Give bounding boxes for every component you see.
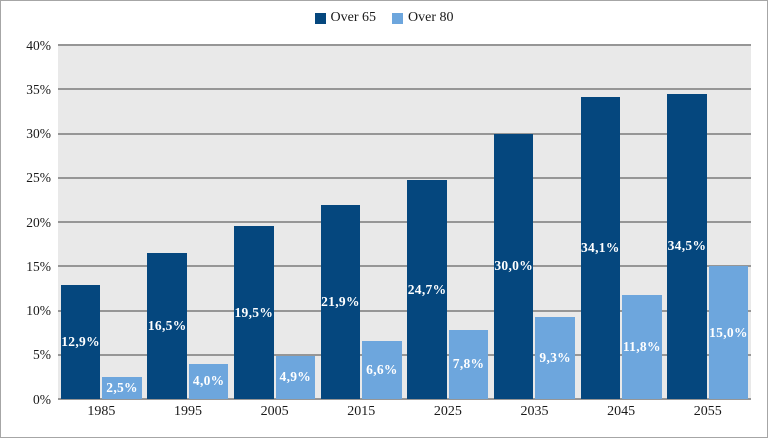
- bar-over-65-2045: 34,1%: [580, 97, 621, 399]
- y-tick-label: 25%: [26, 170, 51, 185]
- bar-over-80-2005: 4,9%: [275, 355, 316, 399]
- bar-over-65-2025: 24,7%: [407, 180, 447, 399]
- bar-value-label: 4,9%: [279, 369, 312, 385]
- bar-over-65-2015: 21,9%: [320, 205, 361, 399]
- x-tick-label: 2015: [347, 404, 376, 419]
- x-tick-label: 2035: [520, 404, 549, 419]
- bar-value-label: 2,5%: [106, 379, 138, 395]
- bar-over-65-2035: 30,0%: [493, 133, 534, 399]
- bar-over-80-2025: 7,8%: [448, 329, 489, 399]
- legend-swatch-over-80-icon: [392, 12, 403, 24]
- bar-over-65-1985: 12,9%: [60, 284, 101, 399]
- chart-legend: Over 65 Over 80: [1, 10, 767, 26]
- bar-over-80-2015: 6,6%: [362, 340, 402, 399]
- bar-value-label: 24,7%: [407, 281, 447, 297]
- legend-label-over-65: Over 65: [330, 10, 377, 25]
- bar-over-80-1995: 4,0%: [188, 363, 229, 399]
- gridline: [58, 221, 751, 223]
- gridline: [58, 309, 751, 312]
- y-tick-label: 10%: [26, 302, 51, 318]
- gridline: [58, 176, 751, 179]
- bar-value-label: 7,8%: [452, 356, 485, 372]
- bar-value-label: 6,6%: [366, 361, 398, 377]
- x-tick-label: 2055: [693, 404, 722, 419]
- bar-value-label: 21,9%: [321, 294, 360, 310]
- x-tick-label: 2025: [433, 404, 462, 419]
- plot-area: 12,9% 2,5% 16,5% 4,0% 19,5% 4,9% 21,9% 6,6% 24,7…: [58, 44, 751, 400]
- y-tick-label: 35%: [26, 81, 51, 97]
- y-tick-label: 30%: [26, 125, 51, 141]
- bar-over-80-2045: 11,8%: [622, 294, 662, 399]
- bar-value-label: 9,3%: [539, 349, 571, 365]
- y-tick-label: 40%: [26, 37, 51, 53]
- gridline: [58, 265, 751, 268]
- y-tick-label: 15%: [26, 258, 51, 274]
- bar-value-label: 12,9%: [61, 333, 100, 349]
- x-tick-label: 2005: [260, 404, 289, 419]
- x-tick-label: 1985: [87, 404, 116, 419]
- bar-value-label: 34,5%: [667, 238, 707, 254]
- y-axis: 0% 5% 10% 15% 20% 25% 30% 35% 40%: [1, 38, 51, 405]
- bar-value-label: 16,5%: [147, 317, 187, 333]
- y-tick-label: 0%: [33, 391, 51, 407]
- gridline: [58, 398, 751, 400]
- bar-over-65-2005: 19,5%: [234, 226, 274, 399]
- gridline: [58, 44, 751, 46]
- bar-value-label: 11,8%: [622, 338, 661, 354]
- bar-value-label: 30,0%: [494, 258, 533, 274]
- x-tick-label: 1995: [173, 404, 202, 419]
- gridline: [58, 88, 751, 91]
- bar-over-65-2055: 34,5%: [667, 93, 707, 399]
- y-tick-label: 20%: [26, 214, 51, 230]
- bar-value-label: 19,5%: [234, 304, 274, 320]
- bar-over-80-2055: 15,0%: [708, 266, 749, 399]
- legend-label-over-80: Over 80: [408, 10, 454, 25]
- legend-item-over-65: Over 65: [314, 10, 377, 26]
- gridline: [58, 132, 751, 135]
- gridline: [58, 353, 751, 356]
- bar-over-80-1985: 2,5%: [102, 376, 142, 399]
- bar-value-label: 15,0%: [709, 324, 748, 340]
- y-tick-label: 5%: [33, 347, 51, 362]
- legend-item-over-80: Over 80: [392, 10, 454, 26]
- x-tick-label: 2045: [607, 404, 636, 419]
- bar-value-label: 4,0%: [192, 373, 225, 389]
- bar-over-65-1995: 16,5%: [147, 252, 187, 399]
- bar-value-label: 34,1%: [581, 240, 620, 256]
- bar-over-80-2035: 9,3%: [535, 316, 575, 399]
- x-axis: 1985 1995 2005 2015 2025 2035 2045 2055: [58, 405, 751, 425]
- legend-swatch-over-65-icon: [314, 12, 326, 24]
